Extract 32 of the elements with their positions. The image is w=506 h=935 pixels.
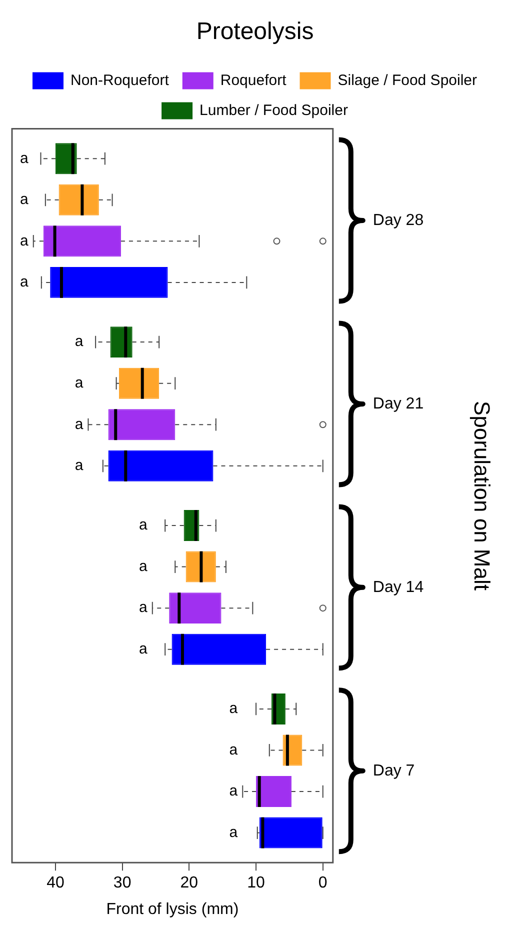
legend-label: Silage / Food Spoiler — [338, 72, 478, 89]
text: a — [74, 374, 84, 392]
text: a — [20, 274, 28, 291]
text: a — [74, 416, 84, 433]
y-tick-label: Day 14 — [372, 578, 424, 596]
text: a — [229, 741, 238, 758]
text: a — [20, 191, 28, 208]
x-tick-label: 30 — [113, 874, 132, 892]
text: a — [229, 824, 238, 841]
x-tick-label: 0 — [318, 874, 328, 892]
legend-label: Roquefort — [220, 72, 288, 89]
x-axis-title: Front of lysis (mm) — [106, 900, 239, 918]
y-tick-label: Day 28 — [372, 212, 424, 229]
legend-label: Lumber / Food Spoiler — [200, 102, 348, 119]
chart-title: Proteolysis — [196, 18, 314, 46]
text: a — [139, 599, 148, 616]
x-tick-label: 40 — [46, 874, 64, 892]
y-tick-label: Day 7 — [372, 762, 415, 780]
x-tick-label: 10 — [247, 874, 266, 892]
text: a — [229, 782, 238, 800]
text: a — [74, 333, 84, 350]
text: a — [74, 457, 84, 474]
x-tick-label: 20 — [180, 874, 198, 892]
text: a — [229, 700, 238, 718]
y-axis-title: Sporulation on Malt — [470, 400, 495, 590]
text: a — [139, 640, 148, 658]
text: a — [20, 232, 28, 250]
text: a — [139, 516, 148, 534]
text: a — [139, 558, 148, 575]
y-tick-label: Day 21 — [372, 395, 424, 412]
legend-label: Non-Roquefort — [70, 72, 170, 89]
text: a — [20, 150, 28, 167]
